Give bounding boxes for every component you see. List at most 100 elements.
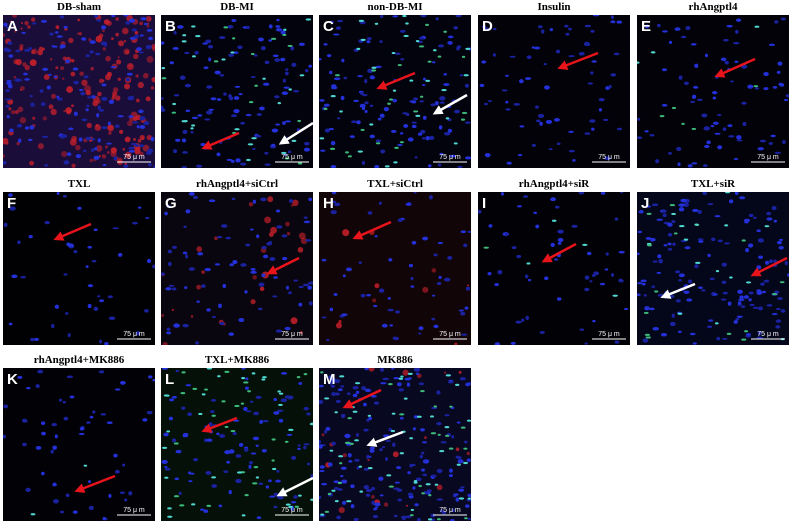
- nucleus: [83, 75, 89, 79]
- red-signal: [368, 368, 375, 372]
- nucleus: [54, 304, 59, 309]
- nucleus: [285, 285, 290, 290]
- tunel-nucleus: [403, 397, 408, 400]
- nucleus: [264, 60, 270, 65]
- nucleus: [132, 221, 138, 225]
- nucleus: [59, 510, 64, 514]
- nucleus: [127, 96, 134, 101]
- nucleus: [253, 436, 259, 441]
- nucleus: [3, 160, 7, 165]
- nucleus: [373, 507, 378, 511]
- nucleus: [208, 57, 212, 62]
- red-signal: [24, 64, 31, 71]
- nucleus: [363, 467, 370, 471]
- nucleus: [479, 83, 485, 88]
- tunel-nucleus: [234, 404, 240, 408]
- nucleus: [610, 73, 617, 77]
- nucleus: [334, 379, 341, 384]
- tunel-nucleus: [337, 481, 342, 485]
- nucleus: [303, 220, 311, 224]
- red-signal: [98, 155, 101, 158]
- tunel-nucleus: [726, 332, 732, 335]
- nucleus: [114, 124, 120, 128]
- nucleus: [181, 138, 187, 143]
- nucleus: [35, 445, 42, 450]
- nucleus: [138, 51, 144, 54]
- nucleus: [274, 95, 280, 99]
- red-signal: [285, 221, 290, 227]
- tunel-nucleus: [83, 464, 88, 467]
- tunel-nucleus: [335, 74, 340, 77]
- red-signal: [16, 141, 20, 146]
- nucleus: [600, 192, 606, 195]
- nucleus: [694, 264, 699, 269]
- nucleus: [110, 66, 117, 69]
- nucleus: [93, 306, 99, 312]
- red-signal: [321, 433, 325, 437]
- nucleus: [298, 42, 305, 46]
- nucleus: [439, 152, 444, 156]
- nucleus: [451, 435, 455, 439]
- tunel-nucleus: [779, 281, 785, 284]
- tunel-nucleus: [334, 411, 338, 414]
- nucleus: [706, 140, 711, 145]
- nucleus: [652, 203, 656, 207]
- nucleus: [390, 129, 397, 133]
- tunel-nucleus: [399, 413, 405, 416]
- nucleus: [568, 55, 575, 58]
- nucleus: [411, 124, 417, 129]
- nucleus: [245, 377, 249, 381]
- tunel-nucleus: [416, 415, 422, 418]
- nucleus: [262, 254, 269, 259]
- nucleus: [319, 99, 325, 102]
- nucleus: [85, 54, 90, 58]
- nucleus: [235, 478, 242, 484]
- nucleus: [550, 242, 555, 247]
- nucleus: [455, 497, 460, 502]
- tunel-nucleus: [415, 40, 420, 43]
- nucleus: [5, 104, 10, 108]
- nucleus: [776, 70, 781, 74]
- nucleus: [8, 193, 13, 197]
- nucleus: [568, 27, 572, 31]
- nucleus: [22, 442, 27, 447]
- tunel-nucleus: [287, 44, 293, 48]
- nucleus: [216, 152, 221, 157]
- nucleus: [541, 29, 545, 34]
- nucleus: [436, 498, 444, 501]
- nucleus: [264, 151, 269, 155]
- tunel-nucleus: [164, 476, 169, 479]
- nucleus: [385, 457, 389, 461]
- nucleus: [447, 255, 453, 260]
- nucleus: [662, 213, 667, 218]
- nucleus: [467, 493, 471, 498]
- panel-letter: G: [165, 195, 177, 212]
- nucleus: [771, 206, 777, 211]
- tunel-nucleus: [405, 22, 409, 25]
- nucleus: [293, 89, 300, 93]
- nucleus: [616, 127, 623, 131]
- nucleus: [721, 262, 727, 267]
- tunel-nucleus: [182, 34, 187, 37]
- nucleus: [637, 136, 643, 140]
- nucleus: [227, 25, 234, 29]
- red-signal: [162, 341, 168, 345]
- nucleus: [59, 44, 66, 49]
- tunel-nucleus: [358, 465, 363, 468]
- nucleus: [741, 101, 747, 105]
- nucleus: [85, 108, 89, 112]
- nucleus: [770, 134, 776, 138]
- nucleus: [757, 331, 762, 336]
- nucleus: [307, 285, 313, 290]
- nucleus: [387, 296, 391, 300]
- tunel-nucleus: [460, 426, 466, 429]
- tunel-nucleus: [430, 432, 437, 435]
- nucleus: [460, 230, 467, 234]
- nucleus: [413, 368, 421, 372]
- red-signal: [139, 134, 145, 141]
- nucleus: [644, 24, 650, 29]
- tunel-nucleus: [262, 376, 267, 379]
- nucleus: [464, 306, 469, 310]
- tunel-nucleus: [288, 428, 294, 432]
- red-signal: [201, 270, 205, 274]
